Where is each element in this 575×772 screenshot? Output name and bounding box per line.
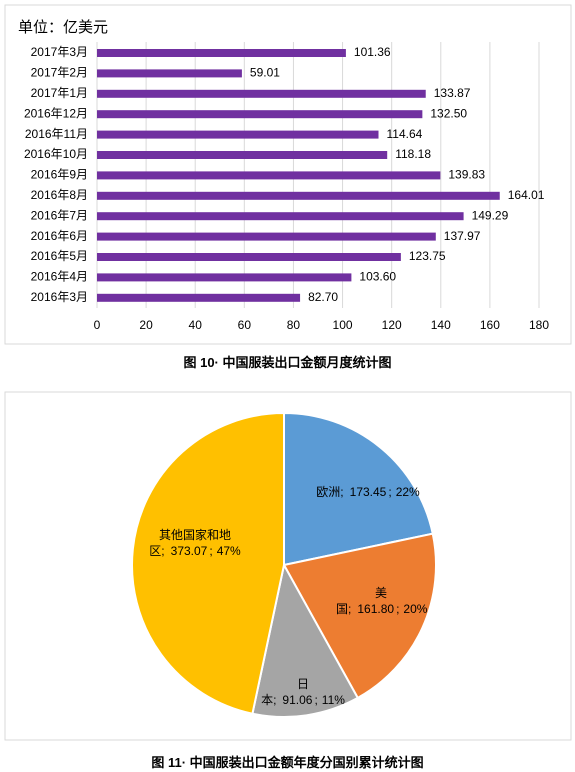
data-label: 日本; 91.06; 11%: [258, 676, 348, 708]
x-tick-label: 140: [431, 318, 451, 332]
pie-slice: [251, 562, 360, 718]
caption: 图 11· 中国服装出口金额年度分国别累计统计图: [151, 755, 424, 770]
data-label: 欧洲; 173.45; 22%: [313, 484, 423, 500]
percent-label: 11%: [321, 693, 345, 707]
x-tick-label: 100: [333, 318, 353, 332]
bar: [97, 89, 426, 98]
percent-label: 47%: [216, 544, 241, 558]
y-tick-label: 2016年4月: [31, 270, 88, 284]
data-label: 101.36: [354, 45, 391, 59]
bar: [97, 253, 401, 261]
data-label: 其他国家和地区; 373.07; 47%: [140, 527, 250, 559]
data-label: 164.01: [508, 188, 545, 202]
data-label: 132.50: [430, 106, 467, 120]
y-tick-label: 2016年8月: [31, 188, 88, 202]
chart-frame: [4, 391, 572, 741]
bar: [97, 49, 346, 57]
bar: [97, 151, 388, 159]
y-tick-label: 2016年12月: [24, 106, 88, 120]
data-label: 美国; 161.80; 20%: [336, 585, 428, 617]
value-label: 373.07: [170, 544, 208, 558]
caption: 图 10· 中国服装出口金额月度统计图: [183, 355, 392, 370]
separator: ;: [396, 602, 400, 616]
pie-slice: [282, 532, 437, 700]
x-tick-label: 120: [382, 318, 402, 332]
x-tick-label: 160: [480, 318, 500, 332]
y-tick-label: 2016年11月: [25, 127, 88, 141]
percent-label: 22%: [395, 485, 420, 499]
y-tick-label: 2016年10月: [24, 147, 88, 161]
y-tick-label: 2017年1月: [31, 86, 88, 100]
x-tick-label: 20: [139, 318, 153, 332]
y-tick-label: 2016年7月: [31, 208, 88, 222]
category-name: 日本: [261, 677, 309, 707]
y-tick-label: 2017年3月: [31, 45, 88, 59]
pie-slice: [131, 411, 285, 715]
y-tick-label: 2017年2月: [31, 66, 88, 80]
separator: ;: [348, 602, 352, 616]
chart-frame: [4, 4, 572, 345]
percent-label: 20%: [403, 602, 428, 616]
x-tick-label: 60: [238, 318, 252, 332]
separator: ;: [388, 485, 392, 499]
value-label: 91.06: [282, 693, 313, 707]
data-label: 133.87: [434, 86, 471, 100]
x-tick-label: 80: [287, 318, 301, 332]
x-tick-label: 40: [189, 318, 203, 332]
bar: [97, 212, 464, 221]
separator: ;: [161, 544, 165, 558]
data-label: 139.83: [448, 168, 485, 182]
data-label: 137.97: [444, 229, 481, 243]
data-label: 118.18: [395, 147, 431, 161]
separator: ;: [209, 544, 213, 558]
data-label: 59.01: [250, 66, 280, 80]
y-tick-label: 2016年6月: [31, 229, 88, 243]
bar: [97, 273, 352, 282]
category-name: 其他国家和地区: [149, 528, 231, 558]
separator: ;: [314, 693, 318, 707]
separator: ;: [340, 485, 344, 499]
bar: [97, 293, 301, 302]
bar: [97, 110, 423, 119]
bar: [97, 130, 379, 139]
bar: [97, 69, 242, 78]
separator: ;: [273, 693, 277, 707]
pie-slice: [283, 411, 434, 567]
y-tick-label: 2016年9月: [31, 168, 88, 182]
data-label: 103.60: [359, 270, 396, 284]
category-name: 美国: [336, 586, 387, 616]
x-tick-label: 180: [529, 318, 549, 332]
x-tick-label: 0: [94, 318, 101, 332]
bar: [97, 232, 436, 241]
chart-title: 单位：亿美元: [18, 19, 108, 36]
y-tick-label: 2016年5月: [31, 249, 88, 263]
data-label: 82.70: [308, 290, 338, 304]
value-label: 173.45: [349, 485, 387, 499]
data-label: 123.75: [409, 249, 446, 263]
value-label: 161.80: [357, 602, 395, 616]
category-name: 欧洲: [316, 485, 341, 499]
bar: [97, 191, 500, 200]
bar: [97, 171, 441, 180]
data-label: 149.29: [472, 208, 509, 222]
y-tick-label: 2016年3月: [31, 290, 88, 304]
data-label: 114.64: [387, 127, 423, 141]
